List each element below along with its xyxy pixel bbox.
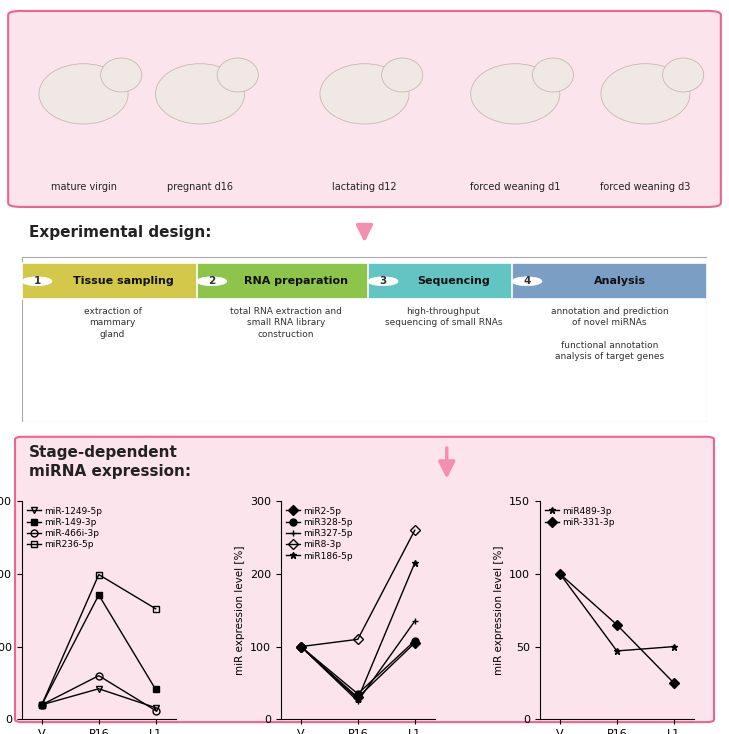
Line: miR2-5p: miR2-5p <box>297 639 418 701</box>
miR8-3p <box>410 526 419 534</box>
miR-1249-5p <box>94 684 103 693</box>
miR2-5p <box>354 693 362 702</box>
Y-axis label: miR expression level [%]: miR expression level [%] <box>494 545 504 675</box>
Text: annotation and prediction
of novel miRNAs

functional annotation
analysis of tar: annotation and prediction of novel miRNA… <box>550 308 668 360</box>
Text: forced weaning d1: forced weaning d1 <box>470 182 561 192</box>
miR2-5p <box>410 639 419 647</box>
Circle shape <box>22 277 52 286</box>
Text: 2: 2 <box>208 276 215 286</box>
miR327-5p <box>410 617 419 625</box>
Text: Analysis: Analysis <box>593 276 646 286</box>
Circle shape <box>512 277 542 286</box>
miR-1249-5p <box>37 700 46 709</box>
miR-466i-3p <box>94 672 103 680</box>
miR186-5p <box>297 642 305 651</box>
Text: pregnant d16: pregnant d16 <box>167 182 233 192</box>
miR489-3p <box>612 647 621 655</box>
FancyBboxPatch shape <box>512 264 707 299</box>
Text: Stage-dependent
miRNA expression:: Stage-dependent miRNA expression: <box>28 445 191 479</box>
FancyBboxPatch shape <box>368 264 518 299</box>
Text: 1: 1 <box>34 276 41 286</box>
Text: Tissue sampling: Tissue sampling <box>73 276 174 286</box>
FancyBboxPatch shape <box>8 11 721 207</box>
Line: miR328-5p: miR328-5p <box>297 637 418 697</box>
Text: total RNA extraction and
small RNA library
construction: total RNA extraction and small RNA libra… <box>230 308 342 338</box>
miR236-5p <box>94 570 103 579</box>
Line: miR-149-3p: miR-149-3p <box>39 592 159 708</box>
miR236-5p <box>152 604 160 613</box>
Legend: miR489-3p, miR-331-3p: miR489-3p, miR-331-3p <box>545 506 616 528</box>
miR-149-3p <box>152 685 160 694</box>
Text: RNA preparation: RNA preparation <box>244 276 348 286</box>
Circle shape <box>368 277 398 286</box>
Text: lactating d12: lactating d12 <box>332 182 397 192</box>
miR328-5p <box>354 689 362 698</box>
Line: miR489-3p: miR489-3p <box>556 570 677 655</box>
miR-466i-3p <box>152 706 160 715</box>
Ellipse shape <box>382 58 423 92</box>
miR236-5p <box>37 700 46 709</box>
miR-331-3p <box>669 678 678 687</box>
Text: Sequencing: Sequencing <box>417 276 490 286</box>
miR328-5p <box>410 636 419 645</box>
miR186-5p <box>354 694 362 703</box>
Text: 4: 4 <box>523 276 531 286</box>
Ellipse shape <box>155 64 244 124</box>
miR327-5p <box>297 642 305 651</box>
Legend: miR-1249-5p, miR-149-3p, miR-466i-3p, miR236-5p: miR-1249-5p, miR-149-3p, miR-466i-3p, mi… <box>26 506 104 550</box>
miR8-3p <box>354 635 362 644</box>
miR327-5p <box>354 697 362 705</box>
Line: miR-1249-5p: miR-1249-5p <box>39 686 159 711</box>
Ellipse shape <box>217 58 258 92</box>
Text: extraction of
mammary
gland: extraction of mammary gland <box>84 308 141 338</box>
Line: miR236-5p: miR236-5p <box>39 571 159 708</box>
miR-331-3p <box>612 620 621 629</box>
Text: Experimental design:: Experimental design: <box>28 225 211 240</box>
Legend: miR2-5p, miR328-5p, miR327-5p, miR8-3p, miR186-5p: miR2-5p, miR328-5p, miR327-5p, miR8-3p, … <box>286 506 354 562</box>
Text: 3: 3 <box>379 276 386 286</box>
miR-466i-3p <box>37 700 46 709</box>
Line: miR-466i-3p: miR-466i-3p <box>39 672 159 714</box>
miR8-3p <box>297 642 305 651</box>
Line: miR327-5p: miR327-5p <box>297 617 418 705</box>
Line: miR8-3p: miR8-3p <box>297 527 418 650</box>
Ellipse shape <box>532 58 574 92</box>
miR186-5p <box>410 559 419 567</box>
FancyBboxPatch shape <box>197 264 375 299</box>
Text: forced weaning d3: forced weaning d3 <box>600 182 690 192</box>
Ellipse shape <box>39 64 128 124</box>
FancyBboxPatch shape <box>22 257 707 422</box>
Ellipse shape <box>471 64 560 124</box>
Y-axis label: miR expression level [%]: miR expression level [%] <box>235 545 244 675</box>
miR-149-3p <box>94 591 103 600</box>
Ellipse shape <box>320 64 409 124</box>
miR489-3p <box>669 642 678 651</box>
Ellipse shape <box>601 64 690 124</box>
miR-149-3p <box>37 700 46 709</box>
Line: miR-331-3p: miR-331-3p <box>556 570 677 686</box>
miR-331-3p <box>555 570 564 578</box>
Text: high-throughput
sequencing of small RNAs: high-throughput sequencing of small RNAs <box>385 308 502 327</box>
FancyBboxPatch shape <box>15 437 714 722</box>
Text: mature virgin: mature virgin <box>50 182 117 192</box>
miR489-3p <box>555 570 564 578</box>
miR328-5p <box>297 642 305 651</box>
Ellipse shape <box>101 58 141 92</box>
miR-1249-5p <box>152 703 160 712</box>
miR2-5p <box>297 642 305 651</box>
Line: miR186-5p: miR186-5p <box>297 559 418 702</box>
FancyBboxPatch shape <box>22 264 203 299</box>
Ellipse shape <box>663 58 703 92</box>
Circle shape <box>197 277 227 286</box>
